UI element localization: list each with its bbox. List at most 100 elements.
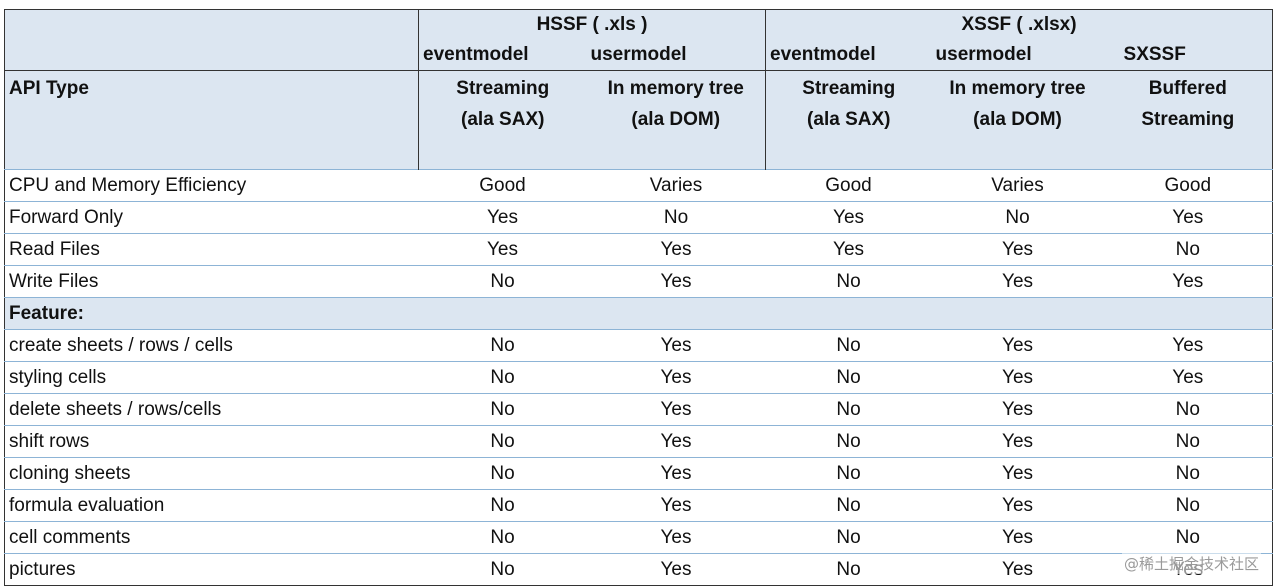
row-label: CPU and Memory Efficiency	[4, 169, 419, 202]
api-type-cell: In memory tree (ala DOM)	[586, 70, 766, 170]
table-row: shift rows No Yes No Yes No	[4, 425, 1273, 458]
table-row: styling cells No Yes No Yes Yes	[4, 361, 1273, 394]
table-cell: Good	[765, 169, 932, 202]
table-cell: Yes	[586, 393, 766, 426]
table-cell: Yes	[765, 233, 932, 266]
table-cell: No	[1103, 457, 1273, 490]
table-cell: Yes	[1103, 361, 1273, 394]
table-cell: Yes	[586, 457, 766, 490]
table-cell: No	[418, 393, 587, 426]
table-cell: Yes	[586, 521, 766, 554]
table-cell: Yes	[931, 329, 1104, 362]
feature-label: formula evaluation	[4, 489, 419, 522]
feature-label: create sheets / rows / cells	[4, 329, 419, 362]
table-cell: Yes	[931, 425, 1104, 458]
table-cell: Yes	[418, 201, 587, 234]
table-cell: Yes	[931, 233, 1104, 266]
table-cell: Yes	[586, 233, 766, 266]
table-row: cloning sheets No Yes No Yes No	[4, 457, 1273, 490]
subheader-hssf-usermodel: usermodel	[586, 40, 766, 71]
table-cell: No	[418, 329, 587, 362]
table-cell: Yes	[586, 329, 766, 362]
watermark: @稀土掘金技术社区	[1121, 553, 1261, 574]
table-cell: No	[418, 521, 587, 554]
header-corner	[4, 9, 419, 40]
api-type-row: API Type Streaming (ala SAX) In memory tr…	[4, 70, 1273, 170]
table-cell: Good	[418, 169, 587, 202]
table-cell: No	[586, 201, 766, 234]
xssf-group-label: XSSF ( .xlsx)	[765, 9, 1273, 40]
table-cell: No	[418, 489, 587, 522]
feature-label: shift rows	[4, 425, 419, 458]
table-cell: Varies	[586, 169, 766, 202]
api-type-cell: Buffered Streaming	[1103, 70, 1273, 170]
subheader-hssf-eventmodel: eventmodel	[418, 40, 587, 71]
feature-label: pictures	[4, 553, 419, 586]
table-cell: No	[765, 425, 932, 458]
table-cell: No	[765, 361, 932, 394]
table-row: Write Files No Yes No Yes Yes	[4, 265, 1273, 298]
table-cell: Good	[1103, 169, 1273, 202]
table-row: pictures No Yes No Yes Yes	[4, 553, 1273, 586]
table-cell: Yes	[1103, 265, 1273, 298]
comparison-table: HSSF ( .xls ) XSSF ( .xlsx) eventmodel u…	[4, 9, 1274, 586]
table-row: formula evaluation No Yes No Yes No	[4, 489, 1273, 522]
table-cell: No	[765, 457, 932, 490]
hssf-group-label: HSSF ( .xls )	[417, 9, 766, 40]
table-cell: Yes	[931, 489, 1104, 522]
header-group-row: HSSF ( .xls ) XSSF ( .xlsx)	[4, 9, 1273, 40]
table-cell: Yes	[586, 361, 766, 394]
table-cell: Yes	[931, 553, 1104, 586]
table-cell: Yes	[931, 265, 1104, 298]
table-cell: No	[1103, 489, 1273, 522]
feature-label: cloning sheets	[4, 457, 419, 490]
table-cell: Yes	[1103, 201, 1273, 234]
table-cell: No	[765, 521, 932, 554]
header-corner-2	[4, 40, 419, 71]
api-type-cell: In memory tree (ala DOM)	[931, 70, 1104, 170]
feature-section-label: Feature:	[4, 297, 1273, 330]
row-label: Write Files	[4, 265, 419, 298]
table-cell: No	[765, 553, 932, 586]
table-cell: No	[765, 265, 932, 298]
table-cell: No	[418, 425, 587, 458]
feature-label: styling cells	[4, 361, 419, 394]
table-cell: No	[1103, 233, 1273, 266]
table-cell: No	[765, 393, 932, 426]
table-cell: Yes	[586, 553, 766, 586]
feature-section-row: Feature:	[4, 297, 1273, 330]
table-cell: No	[1103, 425, 1273, 458]
table-row: cell comments No Yes No Yes No	[4, 521, 1273, 554]
table-cell: Yes	[931, 521, 1104, 554]
table-cell: No	[765, 329, 932, 362]
table-cell: No	[418, 265, 587, 298]
table-row: create sheets / rows / cells No Yes No Y…	[4, 329, 1273, 362]
table-cell: No	[418, 361, 587, 394]
table-cell: Yes	[765, 201, 932, 234]
table-row: Read Files Yes Yes Yes Yes No	[4, 233, 1273, 266]
api-type-cell: Streaming (ala SAX)	[765, 70, 932, 170]
table-cell: Yes	[931, 393, 1104, 426]
table-row: delete sheets / rows/cells No Yes No Yes…	[4, 393, 1273, 426]
api-type-cell: Streaming (ala SAX)	[418, 70, 587, 170]
feature-label: delete sheets / rows/cells	[4, 393, 419, 426]
subheader-xssf-eventmodel: eventmodel	[765, 40, 932, 71]
table-row: CPU and Memory Efficiency Good Varies Go…	[4, 169, 1273, 202]
table-cell: No	[418, 553, 587, 586]
table-row: Forward Only Yes No Yes No Yes	[4, 201, 1273, 234]
row-label: Read Files	[4, 233, 419, 266]
subheader-sxssf: SXSSF	[1103, 40, 1273, 71]
table-cell: No	[765, 489, 932, 522]
table-cell: No	[418, 457, 587, 490]
table-cell: No	[1103, 521, 1273, 554]
table-cell: Yes	[586, 265, 766, 298]
table-cell: Yes	[586, 489, 766, 522]
header-subgroup-row: eventmodel usermodel eventmodel usermode…	[4, 40, 1273, 71]
table-cell: Varies	[931, 169, 1104, 202]
subheader-xssf-usermodel: usermodel	[931, 40, 1104, 71]
table-cell: Yes	[418, 233, 587, 266]
feature-label: cell comments	[4, 521, 419, 554]
api-type-label: API Type	[4, 70, 419, 170]
row-label: Forward Only	[4, 201, 419, 234]
table-cell: No	[1103, 393, 1273, 426]
